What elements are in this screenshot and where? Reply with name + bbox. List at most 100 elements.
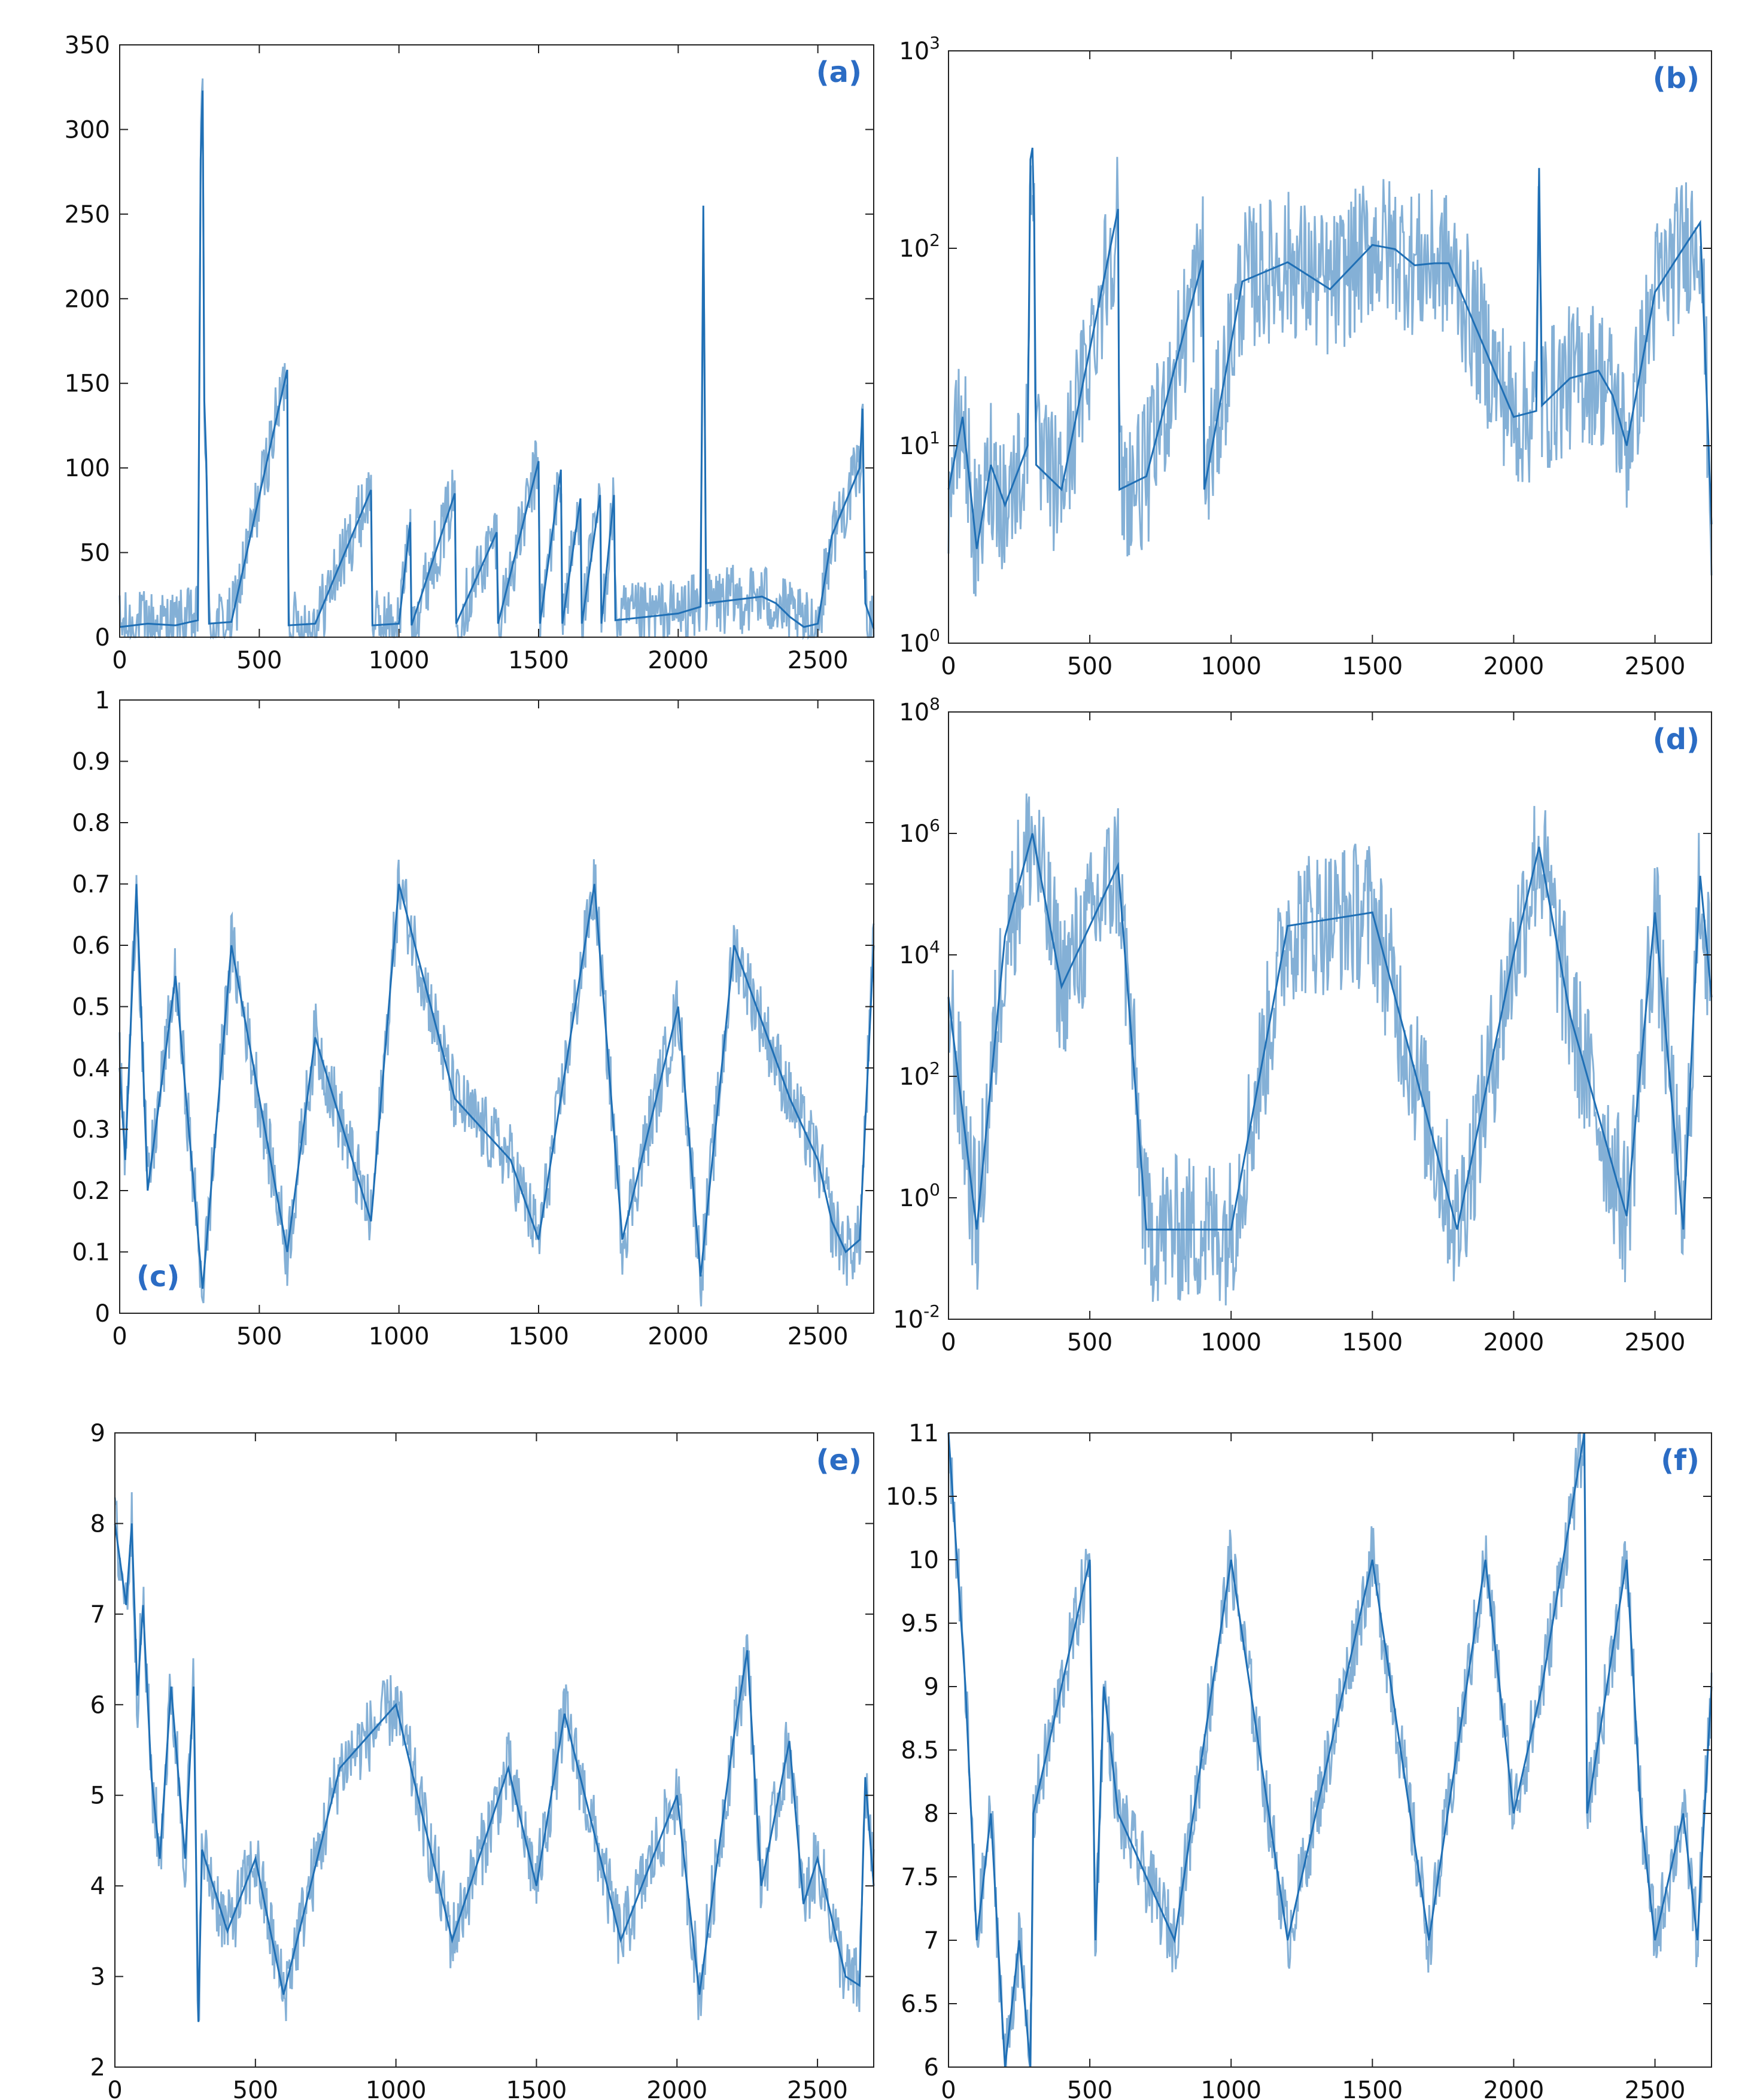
series-line-e [114,1523,875,2022]
ytick-label: 9.5 [901,1610,939,1638]
ytick-label: 350 [65,32,110,59]
ytick-label: 0.4 [72,1055,110,1082]
series-line-d [947,833,1713,1231]
ytick-label: 0.5 [72,994,110,1021]
axes-frame-d [948,711,1712,1320]
xtick-label: 0 [941,2077,956,2100]
ytick-label: 0.2 [72,1177,110,1205]
series-line-c [118,884,875,1289]
axes-frame-e [114,1432,874,2068]
panel-label-b: (b) [1653,62,1700,95]
series-line-f [947,1432,1713,2068]
ytick-label: 9 [924,1673,939,1701]
ytick-label: 102 [899,230,940,263]
ytick-label: 104 [899,937,940,969]
ytick-label: 0 [95,624,110,652]
xtick-label: 2500 [1625,653,1686,680]
xtick-label: 500 [236,647,282,674]
ytick-label: 11 [908,1420,939,1447]
ytick-label: 7 [90,1601,105,1629]
ytick-label: 200 [65,285,110,313]
xtick-label: 1000 [1200,1329,1261,1356]
ytick-label: 250 [65,201,110,229]
axes-frame-a [119,44,874,638]
xtick-label: 1000 [366,2077,427,2100]
xtick-label: 1000 [369,1323,430,1350]
panel-d: 0 500 1000 1500 2000 2500 10-2 100 102 104 106 108 (… [893,694,1713,1356]
xtick-label: 1500 [1342,653,1403,680]
ytick-label: 4 [90,1873,105,1900]
xtick-label: 2000 [1484,1329,1545,1356]
ytick-label: 0.9 [72,748,110,776]
ytick-label: 6 [924,2054,939,2081]
xtick-label: 500 [1067,653,1112,680]
xtick-label: 1000 [1200,653,1261,680]
xtick-label: 2000 [647,647,709,674]
ytick-label: 101 [899,428,940,460]
ytick-label: 10 [908,1547,939,1574]
xtick-label: 500 [1067,2077,1112,2100]
panel-c: 0 500 1000 1500 2000 2500 0 0.1 0.2 0.3 0.4 0.5 0.6 0… [72,687,875,1350]
ytick-label: 8 [924,1800,939,1828]
xtick-label: 1500 [506,2077,567,2100]
xtick-label: 0 [941,653,956,680]
series-line-a [119,90,875,629]
ytick-label: 0.7 [72,871,110,899]
panel-e: 0 500 1000 1500 2000 2500 2 3 4 5 6 7 8 9 (e) [90,1420,875,2100]
xtick-label: 1500 [508,647,569,674]
ytick-label: 0.8 [72,809,110,837]
xtick-label: 0 [112,1323,127,1350]
panel-label-a: (a) [816,56,862,89]
ytick-label: 7.5 [901,1864,939,1891]
series-line-b [947,147,1713,549]
ytick-label: 300 [65,116,110,144]
xtick-label: 2000 [647,1323,709,1350]
series-noise-c [118,859,875,1307]
series-noise-d [947,793,1713,1305]
panel-label-e: (e) [816,1444,862,1477]
panel-label-c: (c) [136,1260,180,1294]
ytick-label: 9 [90,1420,105,1447]
panel-f: 0 500 1000 1500 2000 2500 6 6.5 7 7.5 8 8.5 9 9.5 10 10… [886,1420,1713,2100]
ytick-label: 8 [90,1510,105,1538]
ytick-label: 5 [90,1782,105,1810]
ytick-label: 100 [65,455,110,482]
xtick-label: 2500 [1625,1329,1686,1356]
ytick-label: 0 [95,1300,110,1328]
xtick-label: 500 [236,1323,282,1350]
xtick-label: 2500 [1625,2077,1686,2100]
ytick-label: 2 [90,2054,105,2081]
ytick-label: 106 [899,815,940,848]
axes-frame-b [948,50,1712,644]
ytick-label: 6.5 [901,1991,939,2018]
xtick-label: 2000 [646,2077,707,2100]
ytick-label: 0.6 [72,932,110,960]
xtick-label: 1500 [508,1323,569,1350]
ytick-label: 3 [90,1964,105,1991]
ytick-label: 10-2 [893,1301,940,1334]
ytick-label: 103 [899,33,940,65]
xtick-label: 2500 [788,647,849,674]
panel-label-f: (f) [1661,1444,1700,1477]
xtick-label: 2000 [1484,2077,1545,2100]
panel-b: 0 500 1000 1500 2000 2500 100 101 102 103 (b) [899,33,1713,680]
xtick-label: 1000 [1200,2077,1261,2100]
ytick-label: 0.3 [72,1116,110,1144]
xtick-label: 0 [112,647,127,674]
ytick-label: 10.5 [886,1483,939,1511]
ytick-label: 102 [899,1058,940,1091]
ytick-label: 108 [899,694,940,726]
ytick-label: 7 [924,1927,939,1955]
xtick-label: 0 [941,1329,956,1356]
xtick-label: 2000 [1484,653,1545,680]
xtick-label: 1500 [1342,2077,1403,2100]
series-noise-e [114,1492,875,2022]
xtick-label: 500 [1067,1329,1112,1356]
ytick-label: 150 [65,370,110,398]
ytick-label: 1 [95,687,110,714]
ytick-label: 6 [90,1691,105,1719]
xtick-label: 500 [233,2077,278,2100]
xtick-label: 0 [107,2077,122,2100]
ytick-label: 8.5 [901,1737,939,1764]
